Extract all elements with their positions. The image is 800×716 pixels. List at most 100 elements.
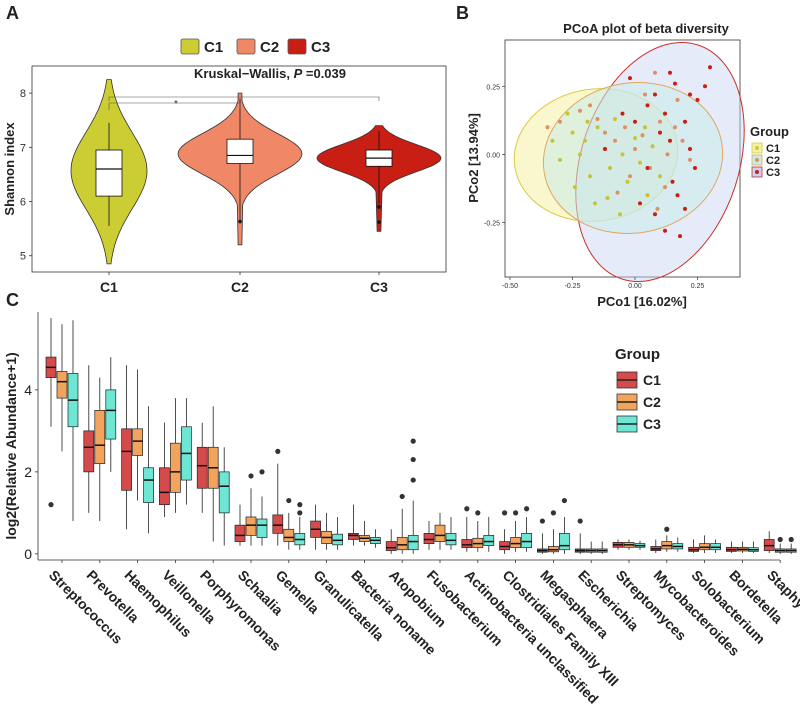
panel-a-annotation: Kruskal−Wallis, P =0.039	[194, 66, 346, 81]
panel-b-legend: Group C1 C2 C3	[750, 124, 789, 179]
b-xtick-label: 0.00	[628, 283, 642, 290]
pcoa-point-c1	[588, 174, 592, 179]
box-c3	[559, 533, 570, 551]
box-c2	[132, 428, 143, 456]
bracket-c1-c2	[108, 102, 241, 110]
pcoa-point-c2	[588, 103, 592, 108]
pcoa-point-c3	[658, 130, 662, 135]
box-c1	[159, 467, 170, 506]
pcoa-point-c1	[650, 144, 655, 149]
pcoa-point-c3	[645, 166, 650, 170]
box-outlier-c1	[464, 506, 470, 512]
pcoa-point-c1	[613, 117, 617, 121]
significance-bracket	[108, 96, 380, 110]
c-ytick-label: 4	[24, 382, 32, 398]
box-c3	[445, 533, 457, 546]
pcoa-point-c2	[623, 125, 627, 130]
pcoa-point-c3	[638, 201, 642, 206]
pcoa-point-c3	[633, 119, 637, 124]
box-c3	[332, 533, 343, 546]
pcoa-point-c2	[665, 152, 670, 157]
pcoa-point-c1	[593, 201, 597, 206]
pcoa-point-c1	[608, 166, 612, 170]
bracket-c1-c3	[108, 96, 380, 101]
a-ytick-label: 5	[20, 251, 26, 263]
violin-box-c2	[226, 138, 254, 164]
legend-a-swatch-c2	[236, 38, 256, 55]
box-c1	[423, 533, 435, 544]
violin-outlier	[377, 220, 381, 224]
pcoa-point-c2	[613, 138, 617, 143]
box-c1	[272, 514, 284, 534]
pcoa-point-c1	[643, 125, 647, 130]
panel-a-ylabel: Shannon index	[2, 122, 17, 216]
box-c3	[256, 518, 268, 538]
legend-b-label-c3: C3	[766, 167, 780, 179]
pcoa-point-c1	[578, 152, 582, 157]
pcoa-point-c3	[688, 92, 692, 97]
annotation-p-label: P	[294, 66, 303, 81]
panel-label-b: B	[456, 3, 469, 23]
box-outlier-c2	[399, 493, 405, 500]
pcoa-point-c3	[620, 111, 625, 116]
pcoa-point-c2	[643, 92, 647, 97]
box-outlier-c3	[410, 456, 416, 463]
annotation-test: Kruskal−Wallis,	[194, 66, 294, 81]
pcoa-point-c3	[645, 103, 650, 108]
box-outlier-c2	[286, 497, 292, 504]
legend-c-title: Group	[615, 346, 660, 363]
b-ytick-label: 0.25	[486, 84, 500, 91]
c-ytick-label: 0	[24, 546, 32, 562]
violin-outlier	[238, 219, 242, 224]
pcoa-point-c1	[620, 152, 625, 157]
pcoa-point-c1	[658, 174, 662, 179]
pcoa-point-c3	[683, 206, 687, 211]
box-c3	[521, 533, 532, 549]
pcoa-point-c2	[658, 119, 662, 124]
box-c1	[83, 430, 95, 473]
legend-c-label-c2: C2	[643, 394, 661, 410]
pcoa-point-c1	[550, 138, 555, 143]
legend-b-dot-c2	[755, 158, 759, 162]
legend-b-dot-c3	[755, 170, 759, 174]
pcoa-point-c2	[603, 130, 607, 135]
panel-label-a: A	[6, 3, 19, 23]
box-c2	[510, 537, 521, 549]
pcoa-point-c1	[638, 160, 642, 165]
pcoa-point-c1	[605, 196, 610, 200]
box-outlier-c2	[550, 510, 557, 516]
legend-b-dot-c1	[755, 146, 759, 150]
pcoa-point-c3	[678, 234, 682, 239]
pcoa-point-c3	[708, 65, 712, 70]
box-outlier-c2	[777, 536, 783, 543]
box-c3	[218, 471, 230, 514]
box-c1	[234, 524, 246, 542]
box-c1	[461, 539, 473, 549]
box-c2	[434, 524, 446, 542]
legend-a-label-c3: C3	[311, 39, 330, 56]
pcoa-point-c1	[633, 136, 637, 141]
b-xtick-label: -0.25	[565, 283, 581, 290]
pcoa-point-c1	[558, 157, 562, 162]
box-c2	[56, 371, 68, 399]
b-xtick-label: 0.25	[691, 283, 705, 290]
box-outlier-c3	[410, 438, 416, 444]
significance-star: *	[174, 99, 178, 110]
pcoa-point-c3	[683, 119, 687, 124]
box-c3	[483, 535, 495, 547]
legend-a-label-c2: C2	[260, 39, 279, 56]
pcoa-point-c1	[565, 111, 570, 116]
panel-b: PCoA plot of beta diversity PCo2 [13.94%…	[466, 21, 789, 309]
panel-b-title: PCoA plot of beta diversity	[563, 21, 729, 36]
box-c1	[348, 533, 359, 540]
box-c1	[499, 541, 510, 551]
legend-a-swatch-c1	[180, 38, 200, 55]
pcoa-point-c3	[603, 147, 607, 151]
box-c2	[94, 410, 106, 465]
box-c3	[105, 389, 117, 440]
a-ytick-label: 6	[20, 197, 26, 209]
box-outlier-c1	[275, 448, 281, 454]
pcoa-point-c3	[653, 212, 657, 217]
legend-b-title: Group	[750, 124, 789, 139]
pcoa-point-c2	[615, 190, 620, 195]
